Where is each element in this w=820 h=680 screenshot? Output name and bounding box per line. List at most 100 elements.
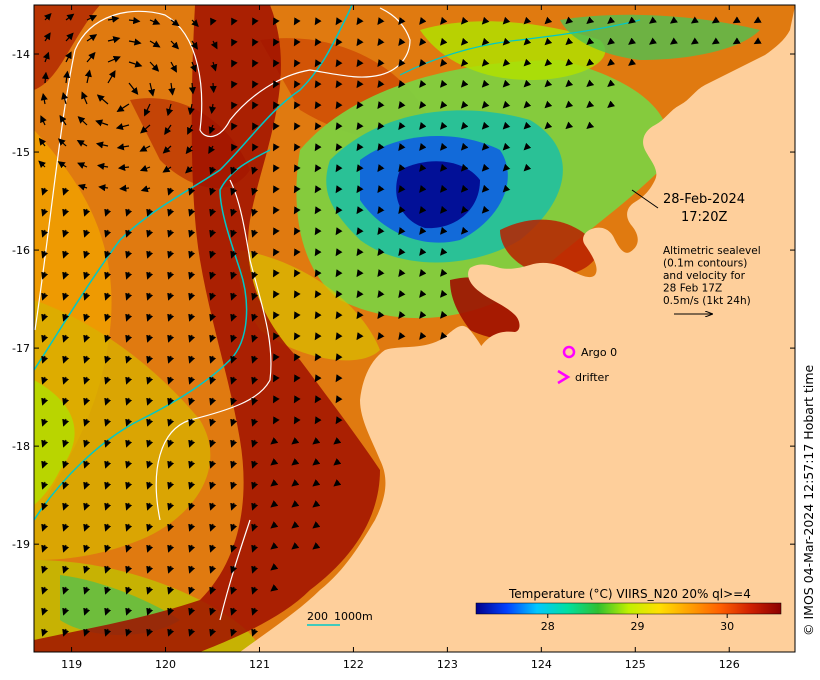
velocity-arrow — [41, 418, 49, 427]
velocity-arrow — [293, 143, 301, 152]
velocity-arrow — [335, 374, 343, 383]
velocity-arrow — [440, 184, 448, 193]
velocity-arrow — [146, 292, 154, 301]
velocity-arrow — [38, 160, 46, 169]
lat-tick-label: -19 — [12, 538, 30, 551]
velocity-arrow — [291, 458, 300, 466]
velocity-arrow — [209, 502, 217, 511]
velocity-arrow — [252, 101, 259, 110]
velocity-arrow — [460, 184, 469, 193]
velocity-arrow — [398, 206, 406, 214]
velocity-arrow — [104, 229, 112, 238]
velocity-arrow — [170, 19, 180, 27]
velocity-arrow — [104, 481, 112, 490]
velocity-arrow — [272, 101, 280, 110]
velocity-arrow — [117, 163, 130, 172]
velocity-arrow — [481, 37, 490, 46]
velocity-arrow — [230, 334, 238, 343]
velocity-arrow — [335, 17, 343, 26]
velocity-arrow — [146, 250, 154, 259]
velocity-arrow — [146, 628, 154, 637]
velocity-arrow — [62, 523, 70, 532]
velocity-arrow — [314, 353, 322, 362]
velocity-arrow — [125, 439, 133, 448]
velocity-arrow — [377, 311, 385, 320]
velocity-arrow — [83, 355, 91, 364]
velocity-arrow — [83, 208, 91, 217]
velocity-arrow — [333, 437, 342, 445]
velocity-arrow — [209, 271, 217, 280]
velocity-arrow — [335, 101, 343, 110]
velocity-arrow — [335, 38, 343, 47]
velocity-arrow — [419, 226, 427, 235]
velocity-arrow — [41, 460, 49, 469]
velocity-arrow — [272, 80, 280, 89]
velocity-arrow — [293, 395, 301, 404]
velocity-arrow — [272, 395, 280, 404]
velocity-arrow — [711, 37, 720, 45]
velocity-arrow — [83, 628, 91, 637]
velocity-arrow — [272, 185, 280, 194]
velocity-arrow — [146, 565, 154, 574]
velocity-arrow — [230, 586, 238, 595]
colorbar-tick-label: 30 — [720, 620, 734, 633]
velocity-arrow — [460, 163, 469, 172]
velocity-arrow — [419, 100, 427, 109]
velocity-arrow — [125, 313, 133, 322]
velocity-arrow — [125, 271, 133, 280]
velocity-arrow — [140, 185, 151, 193]
velocity-arrow — [419, 163, 427, 172]
velocity-arrow — [314, 59, 322, 68]
velocity-arrow — [62, 187, 70, 196]
velocity-arrow — [544, 100, 553, 109]
velocity-arrow — [41, 313, 49, 322]
velocity-arrow — [116, 143, 130, 151]
velocity-arrow — [44, 12, 52, 21]
velocity-arrow — [209, 292, 217, 301]
velocity-arrow — [356, 38, 364, 47]
velocity-arrow — [167, 208, 175, 217]
velocity-arrow — [62, 418, 70, 427]
velocity-arrow — [251, 208, 259, 217]
velocity-arrow — [377, 206, 385, 215]
velocity-arrow — [209, 397, 217, 406]
velocity-arrow — [96, 94, 109, 105]
velocity-arrow — [732, 16, 741, 24]
velocity-arrow — [481, 58, 490, 67]
velocity-arrow — [335, 206, 343, 215]
velocity-arrow — [104, 376, 112, 385]
velocity-arrow — [293, 122, 301, 131]
velocity-arrow — [230, 628, 238, 637]
velocity-arrow — [293, 17, 301, 26]
velocity-arrow — [333, 479, 342, 487]
velocity-arrow — [251, 166, 259, 175]
velocity-arrow — [62, 502, 70, 511]
velocity-arrow — [460, 58, 469, 67]
velocity-arrow — [86, 51, 96, 63]
velocity-arrow — [125, 565, 133, 574]
velocity-arrow — [209, 82, 217, 94]
velocity-arrow — [586, 100, 595, 109]
map-plot-area — [34, 5, 795, 652]
velocity-arrow — [607, 79, 616, 87]
velocity-arrow — [398, 332, 406, 340]
velocity-arrow — [314, 38, 322, 47]
velocity-arrow — [125, 355, 133, 364]
colorbar-tick-label: 29 — [630, 620, 644, 633]
velocity-arrow — [62, 313, 70, 322]
velocity-arrow — [335, 185, 343, 194]
velocity-arrow — [293, 290, 301, 299]
velocity-arrow — [62, 376, 70, 385]
velocity-arrow — [272, 122, 280, 131]
velocity-arrow — [270, 542, 279, 550]
velocity-arrow — [230, 376, 238, 385]
velocity-arrow — [523, 37, 532, 46]
velocity-arrow — [481, 163, 490, 172]
velocity-arrow — [333, 458, 342, 466]
colorbar-ticks: 28 29 30 — [541, 614, 734, 633]
velocity-arrow — [502, 58, 511, 67]
velocity-arrow — [460, 100, 469, 109]
velocity-arrow — [83, 397, 91, 406]
velocity-arrow — [481, 79, 490, 88]
velocity-arrow — [83, 229, 91, 238]
